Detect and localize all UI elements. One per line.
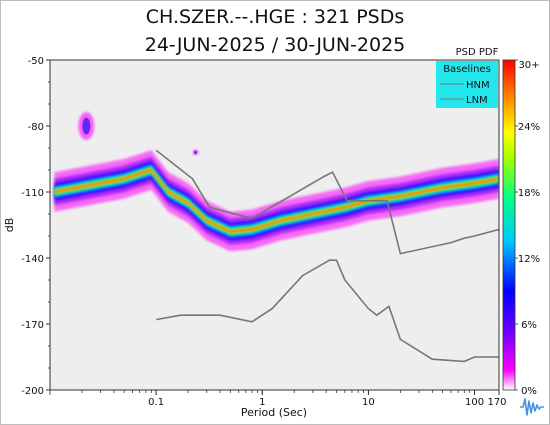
psd-outlier-core (194, 150, 198, 155)
x-tick-label: 1 (259, 397, 265, 408)
waveform-logo-icon (520, 398, 544, 416)
chart-subtitle: 24-JUN-2025 / 30-JUN-2025 (144, 34, 406, 56)
colorbar-tick-label: 24% (518, 122, 540, 133)
chart-title: CH.SZER.--.HGE : 321 PSDs (145, 6, 405, 28)
y-axis-title: dB (3, 218, 16, 233)
colorbar-tick-label: 6% (521, 320, 537, 331)
colorbar (502, 59, 516, 391)
y-tick-label: -50 (28, 56, 44, 67)
legend-title: Baselines (443, 64, 491, 75)
colorbar-tick-label: 18% (518, 188, 540, 199)
psd-outlier-core (82, 117, 91, 135)
psd-density-layer (54, 112, 499, 252)
y-tick-label: -170 (21, 320, 44, 331)
x-tick-label: 100 (465, 397, 484, 408)
y-tick-label: -110 (21, 188, 44, 199)
y-tick-label: -200 (21, 386, 44, 397)
series-line-hnm (155, 149, 499, 255)
y-tick-label: -80 (28, 122, 44, 133)
colorbar-ticks: 30+ 24% 18% 12% 6% 0% (515, 59, 540, 397)
psd-density-band (54, 156, 499, 245)
legend-entry-lnm: LNM (466, 95, 488, 106)
legend-entry-hnm: HNM (466, 80, 490, 91)
chart-legend: Baselines HNM LNM (436, 61, 498, 108)
x-tick-label: 170 (487, 397, 506, 408)
baseline-curves (155, 149, 499, 363)
plot-frame (49, 59, 500, 391)
y-tick-label: -140 (21, 254, 44, 265)
axes: -50 -80 -110 -140 -170 -200 0.1 1 10 100 170 (21, 56, 506, 408)
colorbar-title: PSD PDF (456, 47, 499, 58)
psd-density-band (54, 168, 499, 234)
colorbar-tick-label: 0% (521, 386, 537, 397)
colorbar-tick-label: 12% (518, 254, 540, 265)
x-axis-title: Period (Sec) (241, 406, 307, 419)
x-tick-label: 0.1 (148, 397, 164, 408)
series-line-lnm (155, 259, 499, 363)
x-tick-label: 10 (362, 397, 375, 408)
psd-density-band (54, 161, 499, 241)
colorbar-tick-label: 30+ (518, 60, 539, 71)
